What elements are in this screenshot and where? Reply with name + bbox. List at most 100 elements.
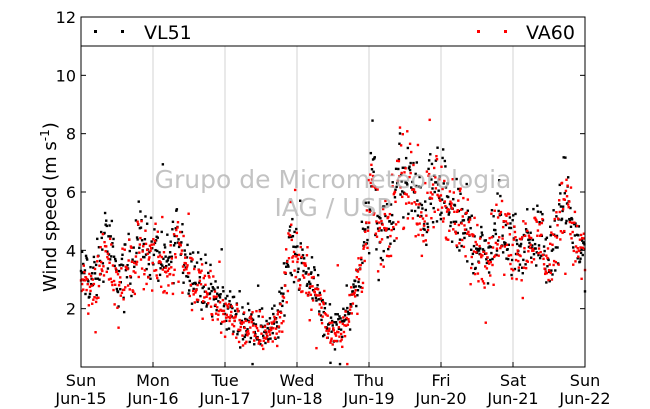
data-point [108, 224, 111, 227]
data-point [510, 267, 513, 271]
data-point [399, 193, 402, 196]
data-point [295, 253, 299, 257]
data-point [514, 258, 518, 262]
data-point [400, 180, 403, 183]
data-point [463, 236, 466, 240]
data-point [424, 239, 427, 242]
data-point [305, 271, 308, 274]
data-point [335, 339, 338, 343]
data-point [512, 269, 515, 272]
data-point [450, 240, 454, 243]
data-point [219, 322, 223, 325]
data-point [241, 344, 245, 347]
data-point [489, 274, 492, 277]
data-point [538, 220, 541, 224]
data-point [439, 199, 442, 202]
data-point [323, 306, 327, 310]
data-point [356, 289, 360, 292]
data-point [163, 243, 166, 246]
data-point [253, 339, 256, 342]
x-tick-day: Tue [210, 371, 238, 390]
data-point [143, 269, 147, 272]
data-point [370, 163, 373, 167]
data-point [491, 263, 494, 267]
data-point [248, 316, 251, 320]
data-point [301, 274, 305, 277]
data-point [330, 319, 334, 323]
data-point [485, 252, 488, 255]
data-point [145, 267, 148, 271]
data-point [96, 237, 99, 241]
data-point [259, 339, 262, 342]
data-point [365, 209, 369, 212]
data-point [225, 328, 228, 331]
data-point [432, 166, 436, 170]
data-point [542, 263, 546, 266]
data-point [546, 256, 549, 260]
data-point [338, 320, 342, 324]
data-point [543, 249, 546, 253]
data-point [477, 261, 481, 264]
data-point [135, 236, 139, 239]
data-point [192, 287, 195, 291]
data-point [148, 273, 152, 277]
data-point [105, 245, 108, 248]
data-point [555, 215, 558, 218]
data-point [449, 200, 452, 203]
data-point [103, 211, 107, 215]
data-point [198, 281, 201, 284]
data-point [88, 272, 91, 276]
data-point [236, 310, 240, 313]
data-point [135, 251, 138, 255]
data-point [266, 322, 269, 326]
data-point [373, 185, 376, 188]
data-point [365, 221, 368, 224]
data-point [182, 268, 186, 272]
data-point [411, 217, 415, 220]
data-point [531, 247, 535, 251]
data-point [334, 332, 337, 336]
data-point [462, 196, 465, 200]
data-point [528, 241, 531, 245]
data-point [356, 270, 360, 273]
data-point [482, 282, 486, 285]
data-point [502, 220, 505, 223]
data-point [240, 319, 244, 323]
data-point [420, 211, 423, 214]
data-point [418, 222, 421, 225]
data-point [343, 324, 346, 327]
data-point [98, 278, 101, 281]
data-point [491, 257, 494, 261]
data-point [139, 210, 142, 213]
data-point [416, 199, 419, 202]
data-point [412, 163, 415, 167]
data-point [527, 238, 530, 241]
data-point [346, 306, 349, 310]
data-point [180, 249, 184, 252]
data-point [468, 233, 471, 236]
data-point [174, 256, 177, 259]
data-point [542, 257, 545, 261]
data-point [517, 269, 521, 272]
data-point [440, 211, 443, 215]
data-point [183, 249, 186, 252]
data-point [581, 253, 584, 257]
data-point [431, 183, 435, 186]
data-point [528, 238, 532, 241]
data-point [455, 244, 458, 247]
data-point [199, 271, 202, 274]
data-point [219, 331, 223, 334]
data-point [108, 258, 112, 261]
data-point [119, 287, 122, 291]
data-point [331, 324, 334, 327]
data-point [175, 228, 178, 232]
data-point [508, 216, 512, 219]
data-point [469, 282, 472, 286]
data-point [212, 275, 215, 278]
data-point [144, 215, 147, 218]
data-point [545, 254, 548, 257]
data-point [376, 214, 379, 218]
data-point [339, 339, 342, 343]
data-point [465, 211, 468, 214]
data-point [405, 181, 408, 185]
